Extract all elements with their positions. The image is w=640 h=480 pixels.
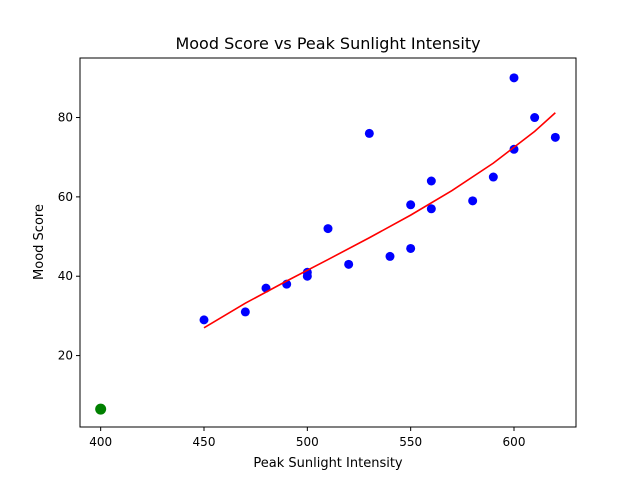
x-tick-label-550: 550	[399, 435, 422, 449]
data-point-0-13	[426, 204, 436, 214]
data-point-0-15	[488, 172, 498, 182]
data-point-0-19	[550, 132, 560, 142]
fit-line	[203, 112, 556, 329]
data-point-0-0	[199, 315, 209, 325]
x-axis-ticks: 400 450 500 550 600	[89, 427, 525, 449]
data-point-0-11	[406, 243, 416, 253]
data-point-0-14	[468, 196, 478, 206]
data-point-0-8	[364, 128, 374, 138]
x-tick-label-500: 500	[296, 435, 319, 449]
x-tick-label-400: 400	[89, 435, 112, 449]
data-point-0-10	[406, 200, 416, 210]
data-point-0-16	[509, 73, 519, 83]
plot-frame	[79, 57, 577, 428]
y-axis-ticks: 20 40 60 80	[58, 111, 80, 363]
data-point-0-1	[240, 307, 250, 317]
data-point-0-6	[323, 224, 333, 234]
y-tick-label-20: 20	[58, 349, 73, 363]
data-point-0-9	[385, 251, 395, 261]
plot-marks	[95, 73, 560, 415]
x-axis-label: Peak Sunlight Intensity	[253, 456, 403, 471]
x-tick-label-450: 450	[193, 435, 216, 449]
data-point-0-17	[509, 144, 519, 154]
data-point-0-12	[426, 176, 436, 186]
data-point-1-0	[95, 403, 107, 415]
x-tick-label-600: 600	[503, 435, 526, 449]
y-tick-label-80: 80	[58, 111, 73, 125]
y-axis-label: Mood Score	[32, 204, 47, 280]
data-point-0-18	[530, 113, 540, 123]
chart-title: Mood Score vs Peak Sunlight Intensity	[175, 34, 480, 53]
y-tick-label-60: 60	[58, 190, 73, 204]
data-point-0-7	[344, 259, 354, 269]
y-tick-label-40: 40	[58, 269, 73, 283]
